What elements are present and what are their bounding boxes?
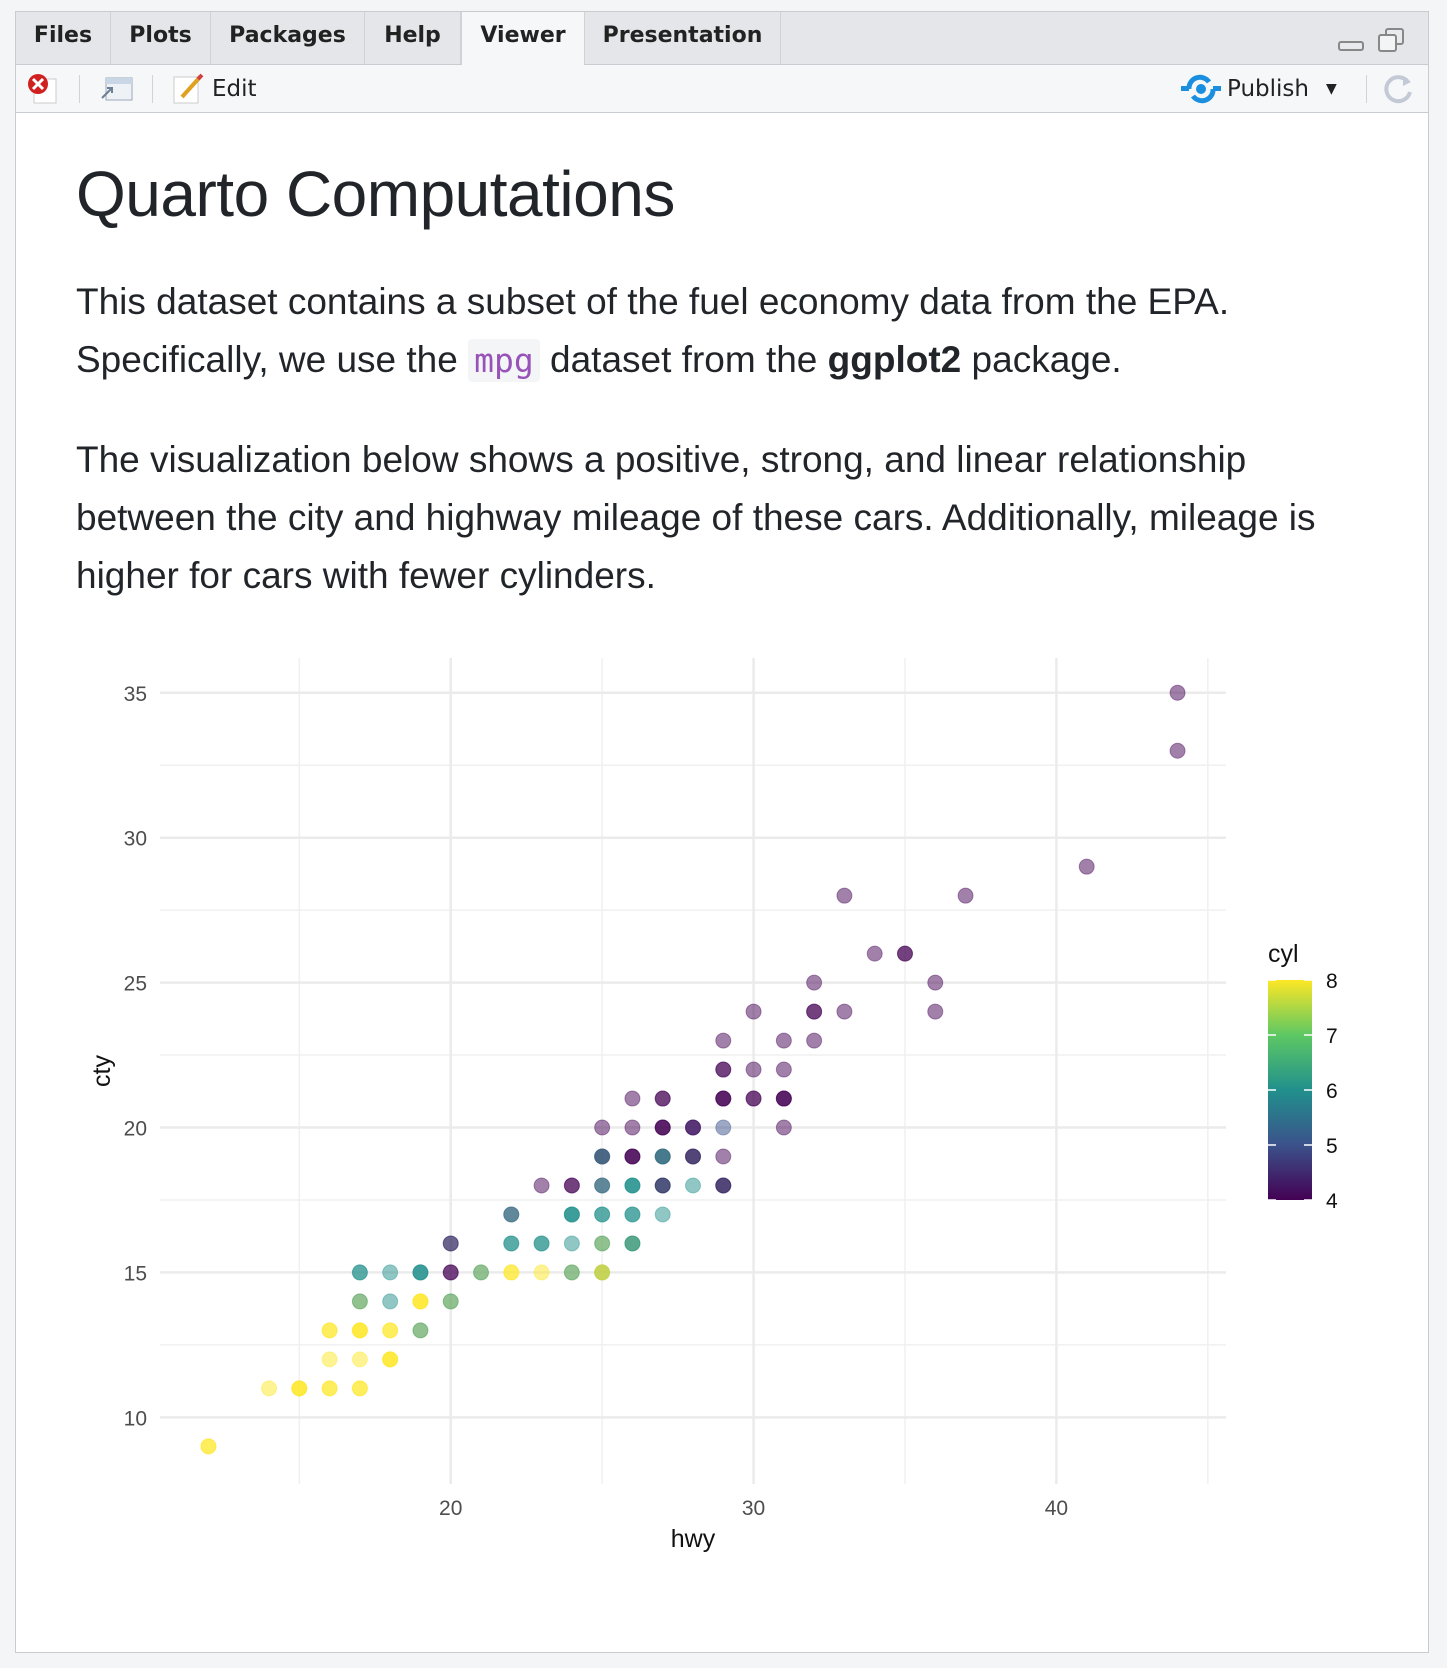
- minimize-icon[interactable]: [1338, 28, 1364, 52]
- stop-button[interactable]: [26, 65, 60, 112]
- intro-paragraph: This dataset contains a subset of the fu…: [76, 273, 1376, 390]
- viewer-toolbar: Edit Publish ▼: [16, 65, 1428, 113]
- refresh-button[interactable]: [1381, 65, 1415, 112]
- maximize-icon[interactable]: [1378, 28, 1404, 52]
- tab-help[interactable]: Help: [365, 12, 461, 64]
- popout-button[interactable]: [98, 65, 134, 112]
- edit-button[interactable]: Edit: [172, 65, 257, 112]
- edit-label: Edit: [212, 75, 257, 102]
- intro-text-3: package.: [961, 339, 1122, 380]
- intro-text-2: dataset from the: [539, 339, 828, 380]
- publish-label: Publish: [1227, 75, 1309, 102]
- pencil-edit-icon: [173, 73, 204, 103]
- tab-bar: Files Plots Packages Help Viewer Present…: [16, 12, 1428, 65]
- publish-button[interactable]: Publish: [1181, 65, 1309, 112]
- viewer-pane: Files Plots Packages Help Viewer Present…: [15, 11, 1429, 1653]
- tab-plots[interactable]: Plots: [111, 12, 211, 64]
- viewer-content: Quarto Computations This dataset contain…: [16, 113, 1428, 1652]
- tab-viewer[interactable]: Viewer: [461, 12, 585, 65]
- package-name: ggplot2: [827, 339, 962, 380]
- popout-window-icon: [101, 77, 133, 100]
- page-title: Quarto Computations: [76, 158, 675, 230]
- tab-packages[interactable]: Packages: [211, 12, 365, 64]
- description-paragraph: The visualization below shows a positive…: [76, 439, 1316, 596]
- inline-code-mpg: mpg: [468, 339, 540, 382]
- refresh-icon: [1384, 74, 1412, 103]
- stop-icon: [28, 73, 57, 103]
- publish-icon: [1181, 74, 1221, 103]
- tab-files[interactable]: Files: [16, 12, 111, 64]
- publish-dropdown-icon[interactable]: ▼: [1326, 80, 1337, 97]
- intro-text: This dataset contains a subset of the fu…: [76, 281, 1230, 380]
- tab-presentation[interactable]: Presentation: [585, 12, 781, 64]
